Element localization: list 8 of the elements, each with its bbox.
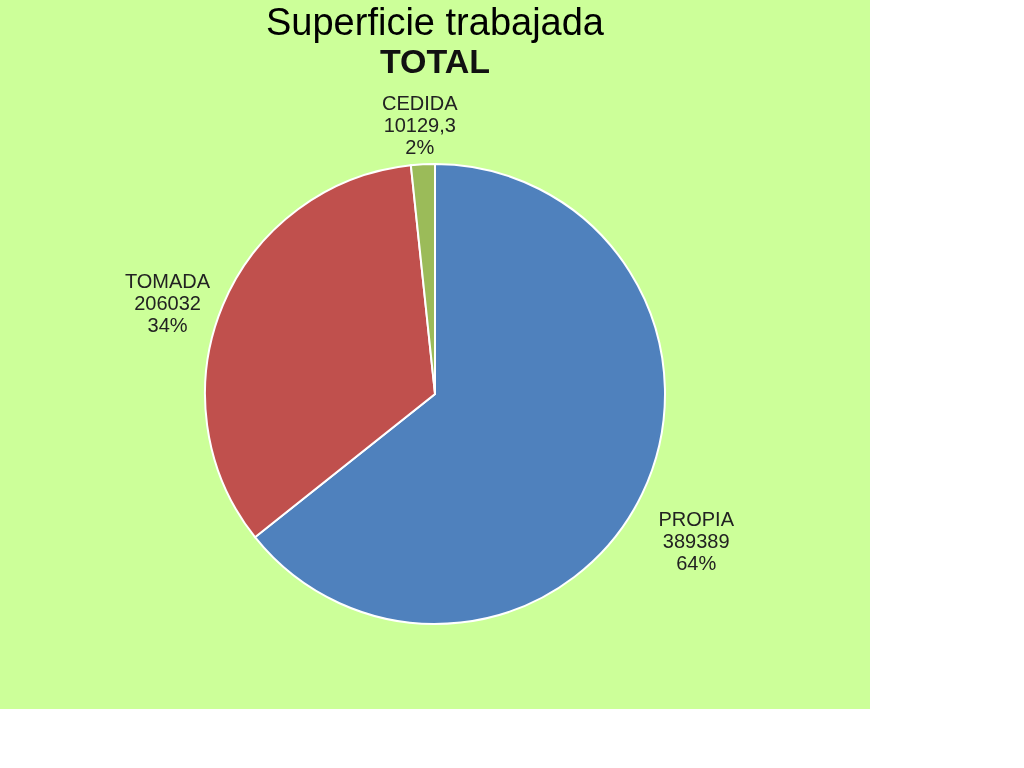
chart-subtitle: TOTAL xyxy=(379,42,491,80)
data-label: 389389 64% xyxy=(662,529,730,574)
slice-label: PROPIA xyxy=(658,507,735,530)
slice-label: CEDIDA xyxy=(381,92,459,115)
data-label: 10129,3 2% xyxy=(383,114,456,159)
slice-label: TOMADA xyxy=(124,269,211,292)
data-label: 206032 34% xyxy=(134,291,201,336)
chart-title: Superficie trabajada xyxy=(266,1,605,43)
